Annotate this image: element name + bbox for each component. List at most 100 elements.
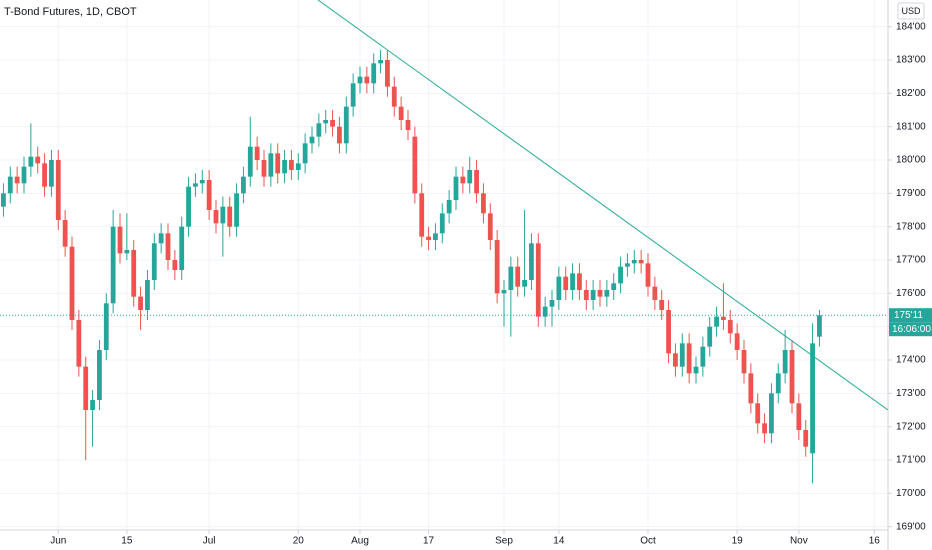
x-tick-label: Nov (790, 536, 808, 547)
candle-body (686, 343, 692, 374)
candle-body (330, 120, 335, 127)
y-tick-label: 170'00 (896, 488, 926, 499)
candle-body (481, 193, 486, 214)
candle-body (721, 316, 726, 320)
candle-body (426, 236, 431, 240)
candle-body (227, 206, 233, 227)
candle-body (769, 393, 774, 434)
x-tick-label: Sep (495, 536, 513, 547)
countdown: 16:06:00 (892, 324, 931, 335)
candle-body (343, 106, 349, 144)
y-tick-label: 169'00 (896, 521, 926, 532)
candle-body (213, 210, 219, 224)
candle-body (487, 213, 493, 240)
last-price-box (889, 308, 932, 323)
candle-body (522, 280, 527, 287)
candle-body (693, 366, 699, 374)
candle-body (186, 186, 191, 227)
candle-body (206, 180, 212, 210)
candle-body (350, 83, 356, 107)
candle-body (446, 200, 452, 214)
candle-body (433, 233, 438, 240)
y-tick-label: 179'00 (896, 188, 926, 199)
candle-body (398, 106, 404, 120)
y-tick-label: 172'00 (896, 421, 926, 432)
y-tick-label: 182'00 (896, 88, 926, 99)
candle-body (673, 353, 678, 367)
candle-body (679, 343, 685, 367)
candle-body (652, 286, 658, 300)
x-tick-label: 16 (869, 536, 881, 547)
x-tick-label: Aug (351, 536, 369, 547)
countdown-box (889, 322, 932, 337)
candle-body (755, 403, 761, 424)
candle-body (220, 206, 226, 224)
candle-body (529, 243, 534, 280)
currency-box (897, 2, 925, 20)
candle-body (158, 233, 164, 244)
candle-body (371, 63, 377, 84)
candle-body (645, 263, 651, 287)
y-tick-label: 180'00 (896, 155, 926, 166)
candle-body (631, 260, 637, 264)
candle-body (131, 250, 137, 297)
candle-body (727, 320, 733, 334)
candle-body (69, 246, 75, 320)
candle-body (762, 423, 767, 434)
candle-body (62, 220, 68, 247)
candle-body (309, 136, 315, 144)
x-tick-label: Jun (50, 536, 66, 547)
candle-body (707, 326, 713, 347)
candle-body (117, 226, 123, 254)
candle-body (563, 276, 569, 290)
candle-body (638, 260, 644, 264)
x-tick-label: 17 (423, 536, 435, 547)
y-tick-label: 177'00 (896, 255, 926, 266)
x-tick-label: Jul (203, 536, 216, 547)
candle-body (535, 243, 541, 317)
candle-body (494, 240, 500, 294)
candle-body (179, 226, 185, 270)
candle-body (35, 156, 41, 164)
candle-body (261, 160, 267, 177)
candle-body (138, 296, 143, 310)
candle-body (611, 283, 617, 290)
candle-body (241, 176, 246, 194)
candle-body (76, 320, 82, 367)
candle-body (714, 316, 719, 327)
candle-body (385, 60, 390, 87)
x-tick-label: 19 (732, 536, 744, 547)
x-tick-label: 20 (293, 536, 305, 547)
chart-title: T-Bond Futures, 1D, CBOT (4, 6, 137, 18)
candle-body (577, 273, 582, 290)
candle-body (7, 176, 13, 194)
currency: USD (901, 6, 921, 16)
candle-body (193, 183, 198, 187)
x-tick-label: Oct (640, 536, 656, 547)
candle-body (501, 290, 507, 294)
candle-body (97, 350, 102, 400)
candle-body (597, 290, 603, 297)
trend-line (317, 0, 889, 411)
y-tick-label: 174'00 (896, 355, 926, 366)
candles (0, 50, 888, 484)
labels: 184'00 183'00 182'00 181'00 180'00 179'00 178'… (50, 21, 932, 547)
candle-body (282, 160, 287, 174)
candle-body (467, 170, 473, 184)
y-tick-label: 171'00 (896, 455, 926, 466)
candle-body (28, 156, 34, 167)
candle-body (583, 290, 589, 300)
candle-body (549, 300, 555, 307)
candle-body (789, 350, 795, 404)
candle-body (103, 303, 109, 350)
candle-body (110, 226, 116, 304)
y-tick-label: 173'00 (896, 388, 926, 399)
candle-body (439, 213, 445, 234)
candle-body (14, 176, 20, 184)
candle-body (124, 250, 130, 254)
candle-body (151, 243, 157, 280)
candle-body (337, 126, 342, 144)
candle-body (604, 290, 610, 297)
candle-body (453, 176, 459, 200)
